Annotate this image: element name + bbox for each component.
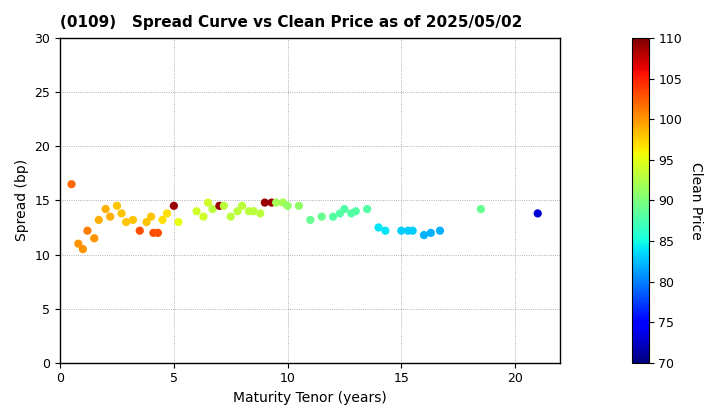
Point xyxy=(259,199,271,206)
Point xyxy=(334,210,346,217)
Point xyxy=(266,199,277,206)
Point xyxy=(328,213,339,220)
Point xyxy=(395,227,407,234)
Point xyxy=(277,199,289,206)
Point xyxy=(225,213,236,220)
Point xyxy=(271,199,282,206)
Point xyxy=(338,206,350,213)
Point xyxy=(89,235,100,242)
Point xyxy=(104,213,116,220)
Point xyxy=(173,219,184,226)
Point xyxy=(255,210,266,217)
Point xyxy=(248,208,259,215)
Point xyxy=(141,219,153,226)
Point xyxy=(161,210,173,217)
Point xyxy=(232,208,243,215)
Point xyxy=(425,229,436,236)
Point xyxy=(373,224,384,231)
Point xyxy=(475,206,487,213)
Point xyxy=(361,206,373,213)
Point xyxy=(66,181,77,188)
Point xyxy=(198,213,210,220)
Point xyxy=(191,208,202,215)
Point xyxy=(81,227,93,234)
Point xyxy=(120,219,132,226)
Point xyxy=(116,210,127,217)
Point xyxy=(236,202,248,209)
Point xyxy=(282,202,293,209)
Text: (0109)   Spread Curve vs Clean Price as of 2025/05/02: (0109) Spread Curve vs Clean Price as of… xyxy=(60,15,523,30)
Point xyxy=(202,199,214,206)
X-axis label: Maturity Tenor (years): Maturity Tenor (years) xyxy=(233,391,387,405)
Point xyxy=(168,202,179,209)
Point xyxy=(148,229,159,236)
Point xyxy=(93,217,104,223)
Point xyxy=(145,213,157,220)
Point xyxy=(346,210,357,217)
Point xyxy=(379,227,391,234)
Point xyxy=(134,227,145,234)
Point xyxy=(218,202,230,209)
Y-axis label: Clean Price: Clean Price xyxy=(689,162,703,239)
Point xyxy=(214,202,225,209)
Y-axis label: Spread (bp): Spread (bp) xyxy=(15,159,29,242)
Point xyxy=(407,227,418,234)
Point xyxy=(127,217,139,223)
Point xyxy=(316,213,328,220)
Point xyxy=(434,227,446,234)
Point xyxy=(100,206,112,213)
Point xyxy=(207,206,218,213)
Point xyxy=(77,246,89,252)
Point xyxy=(157,217,168,223)
Point xyxy=(152,229,163,236)
Point xyxy=(532,210,544,217)
Point xyxy=(350,208,361,215)
Point xyxy=(73,240,84,247)
Point xyxy=(305,217,316,223)
Point xyxy=(418,232,430,239)
Point xyxy=(112,202,123,209)
Point xyxy=(293,202,305,209)
Point xyxy=(402,227,414,234)
Point xyxy=(243,208,255,215)
